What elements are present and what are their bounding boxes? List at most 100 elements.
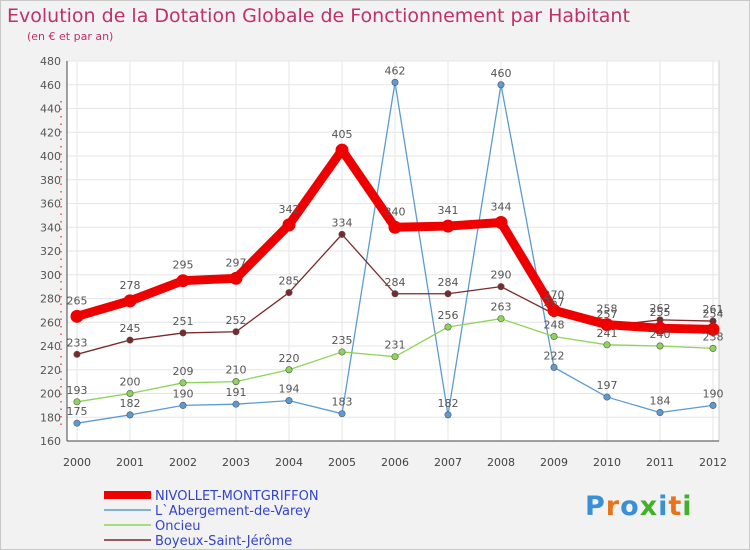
data-label: 341: [438, 204, 459, 217]
data-label: 261: [703, 303, 724, 316]
data-label: 297: [226, 256, 247, 269]
data-point: [653, 321, 667, 335]
data-point: [494, 216, 508, 229]
data-point: [497, 81, 505, 89]
data-point: [444, 323, 452, 331]
legend-label: NIVOLLET-MONTGRIFFON: [155, 489, 319, 504]
data-label: 405: [332, 128, 353, 141]
data-point: [179, 401, 187, 409]
y-tick-label: 380: [40, 174, 61, 187]
data-point: [391, 78, 399, 86]
y-tick-label: 440: [40, 103, 61, 116]
data-point: [391, 290, 399, 298]
data-label: 460: [491, 67, 512, 80]
data-label: 254: [703, 307, 724, 320]
data-label: 267: [544, 296, 565, 309]
data-label: 183: [332, 396, 353, 409]
x-tick-label: 2006: [381, 456, 409, 469]
x-tick-label: 2008: [487, 456, 515, 469]
data-label: 295: [173, 259, 194, 272]
data-label: 191: [226, 386, 247, 399]
data-label: 256: [438, 309, 459, 322]
data-point: [709, 401, 717, 409]
data-point: [126, 411, 134, 419]
legend-label: L`Abergement-de-Varey: [155, 504, 311, 519]
x-tick-label: 2009: [540, 456, 568, 469]
data-point: [335, 143, 349, 157]
data-label: 265: [67, 294, 88, 307]
data-point: [282, 218, 296, 232]
data-point: [126, 389, 134, 397]
data-point: [603, 341, 611, 349]
data-point: [497, 283, 505, 291]
data-label: 248: [544, 319, 565, 332]
data-point: [176, 274, 190, 288]
legend-label: Oncieu: [155, 519, 200, 534]
data-point: [126, 336, 134, 344]
data-label: 210: [226, 364, 247, 377]
data-point: [600, 318, 614, 332]
data-point: [656, 408, 664, 416]
x-tick-label: 2007: [434, 456, 462, 469]
data-point: [232, 328, 240, 336]
data-label: 245: [120, 322, 141, 335]
data-label: 241: [597, 327, 618, 340]
data-point: [73, 398, 81, 406]
y-tick-label: 240: [40, 340, 61, 353]
y-tick-label: 360: [40, 198, 61, 211]
data-point: [285, 397, 293, 405]
chart-title: Evolution de la Dotation Globale de Fonc…: [7, 5, 630, 27]
data-label: 284: [385, 276, 406, 289]
data-point: [73, 350, 81, 358]
data-label: 200: [120, 376, 141, 389]
data-label: 197: [597, 379, 618, 392]
proxiti-logo[interactable]: Proxiti: [585, 491, 693, 522]
data-label: 462: [385, 64, 406, 77]
data-point: [391, 353, 399, 361]
y-tick-label: 460: [40, 79, 61, 92]
data-point: [123, 294, 137, 308]
data-label: 182: [438, 397, 459, 410]
data-label: 182: [120, 397, 141, 410]
x-tick-label: 2003: [222, 456, 250, 469]
data-label: 220: [279, 352, 300, 365]
data-label: 190: [703, 387, 724, 400]
data-point: [706, 322, 720, 336]
data-label: 190: [173, 387, 194, 400]
data-label: 258: [597, 303, 618, 316]
data-label: 285: [279, 275, 300, 288]
data-point: [338, 230, 346, 238]
data-label: 238: [703, 330, 724, 343]
data-label: 251: [173, 315, 194, 328]
data-point: [179, 379, 187, 387]
y-tick-label: 280: [40, 293, 61, 306]
data-label: 235: [332, 334, 353, 347]
data-point: [73, 419, 81, 427]
data-label: 222: [544, 349, 565, 362]
data-point: [547, 303, 561, 317]
y-tick-label: 180: [40, 411, 61, 424]
y-tick-label: 400: [40, 150, 61, 163]
data-label: 193: [67, 384, 88, 397]
data-label: 231: [385, 339, 406, 352]
x-tick-label: 2002: [169, 456, 197, 469]
x-tick-label: 2010: [593, 456, 621, 469]
y-tick-label: 200: [40, 388, 61, 401]
y-tick-label: 260: [40, 316, 61, 329]
data-point: [70, 309, 84, 323]
data-label: 209: [173, 365, 194, 378]
y-tick-label: 420: [40, 126, 61, 139]
data-point: [232, 378, 240, 386]
data-point: [444, 290, 452, 298]
data-label: 334: [332, 216, 353, 229]
x-tick-label: 2004: [275, 456, 303, 469]
x-tick-label: 2005: [328, 456, 356, 469]
x-tick-label: 2000: [63, 456, 91, 469]
y-tick-label: 160: [40, 435, 61, 448]
data-label: 290: [491, 269, 512, 282]
y-tick-label: 320: [40, 245, 61, 258]
data-label: 278: [120, 279, 141, 292]
x-tick-label: 2011: [646, 456, 674, 469]
